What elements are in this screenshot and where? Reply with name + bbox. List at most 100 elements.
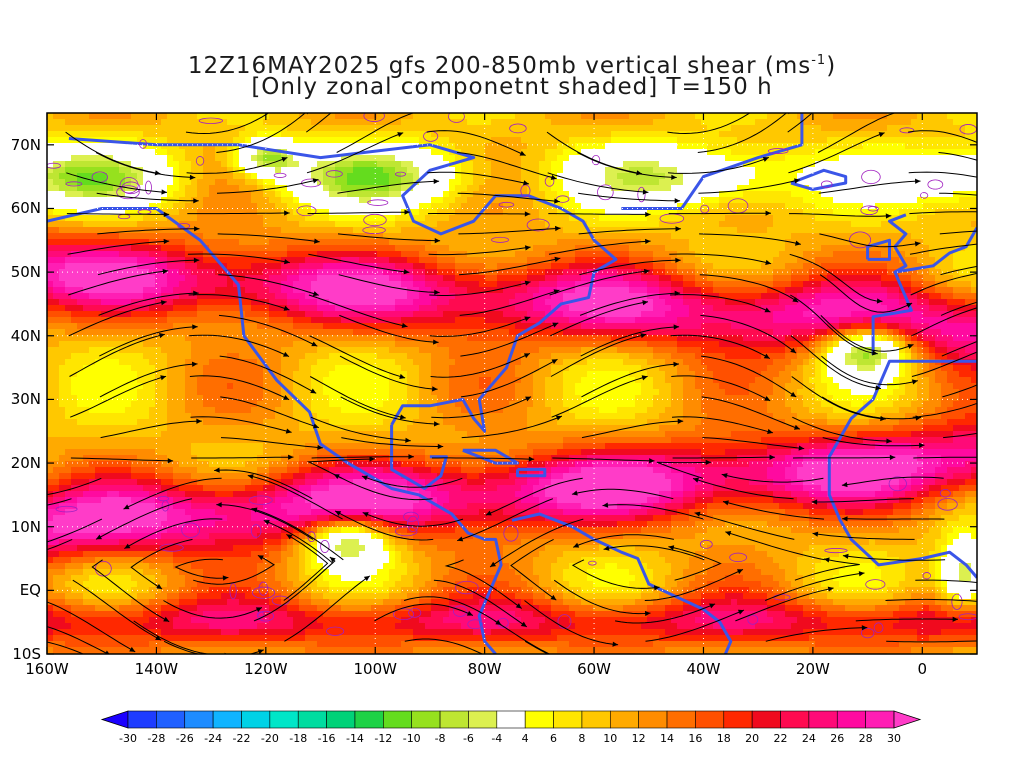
shade-cell [59,305,66,312]
shade-cell [677,119,684,126]
shade-cell [725,275,732,282]
shade-cell [245,251,252,258]
shade-cell [947,197,954,204]
shade-cell [713,149,720,156]
shade-cell [851,215,858,222]
shade-cell [101,227,108,234]
shade-cell [803,275,810,282]
shade-cell [887,131,894,138]
shade-cell [377,137,384,144]
shade-cell [233,233,240,240]
shade-cell [863,119,870,126]
shade-cell [401,245,408,252]
shade-cell [437,143,444,150]
shade-cell [161,125,168,132]
shade-cell [839,125,846,132]
shade-cell [329,257,336,264]
shade-cell [899,137,906,144]
shade-cell [581,119,588,126]
shade-cell [671,293,678,300]
shade-cell [689,257,696,264]
shade-cell [245,287,252,294]
shade-cell [101,263,108,270]
shade-cell [665,221,672,228]
shade-cell [461,269,468,276]
shade-cell [701,191,708,198]
shade-cell [485,275,492,282]
shade-cell [305,257,312,264]
shade-cell [407,149,414,156]
shade-cell [383,173,390,180]
shade-cell [209,161,216,168]
shade-cell [647,161,654,168]
shade-cell [95,143,102,150]
shade-cell [347,149,354,156]
shade-cell [881,221,888,228]
shade-cell [137,281,144,288]
shade-cell [215,167,222,174]
shade-cell [707,191,714,198]
shade-cell [821,149,828,156]
shade-cell [599,167,606,174]
shade-cell [161,203,168,210]
shade-cell [197,131,204,138]
shade-cell [47,305,54,312]
shade-cell [137,269,144,276]
shade-cell [347,179,354,186]
shade-cell [665,131,672,138]
shade-cell [971,287,977,294]
shade-cell [683,227,690,234]
shade-cell [59,263,66,270]
shade-cell [899,299,906,306]
shade-cell [89,233,96,240]
shade-cell [659,233,666,240]
shade-cell [59,299,66,306]
shade-cell [587,185,594,192]
shade-cell [743,179,750,186]
shade-cell [965,179,972,186]
shade-cell [731,197,738,204]
shade-cell [689,215,696,222]
shade-cell [89,257,96,264]
shade-cell [107,263,114,270]
shade-cell [305,239,312,246]
shade-cell [923,197,930,204]
shade-cell [581,161,588,168]
shade-cell [581,269,588,276]
shade-cell [305,281,312,288]
shade-cell [695,281,702,288]
shade-cell [443,113,450,120]
shade-cell [971,293,977,300]
shade-cell [755,113,762,120]
shade-cell [257,185,264,192]
shade-cell [845,179,852,186]
shade-cell [479,173,486,180]
shade-cell [47,257,54,264]
shade-cell [143,191,150,198]
shade-cell [557,221,564,228]
shade-cell [959,119,966,126]
shade-cell [173,149,180,156]
shade-cell [725,167,732,174]
shade-cell [185,155,192,162]
shade-cell [623,131,630,138]
shade-cell [299,239,306,246]
shade-cell [569,155,576,162]
shade-cell [95,215,102,222]
shade-cell [371,143,378,150]
shade-cell [137,191,144,198]
shade-cell [89,263,96,270]
shade-cell [959,197,966,204]
shade-cell [935,233,942,240]
shade-cell [683,125,690,132]
shade-cell [743,143,750,150]
shade-cell [899,275,906,282]
shade-cell [593,221,600,228]
shade-cell [539,245,546,252]
shade-cell [77,203,84,210]
shade-cell [623,275,630,282]
shade-cell [827,281,834,288]
shade-cell [275,179,282,186]
shade-cell [965,185,972,192]
shade-cell [719,251,726,258]
